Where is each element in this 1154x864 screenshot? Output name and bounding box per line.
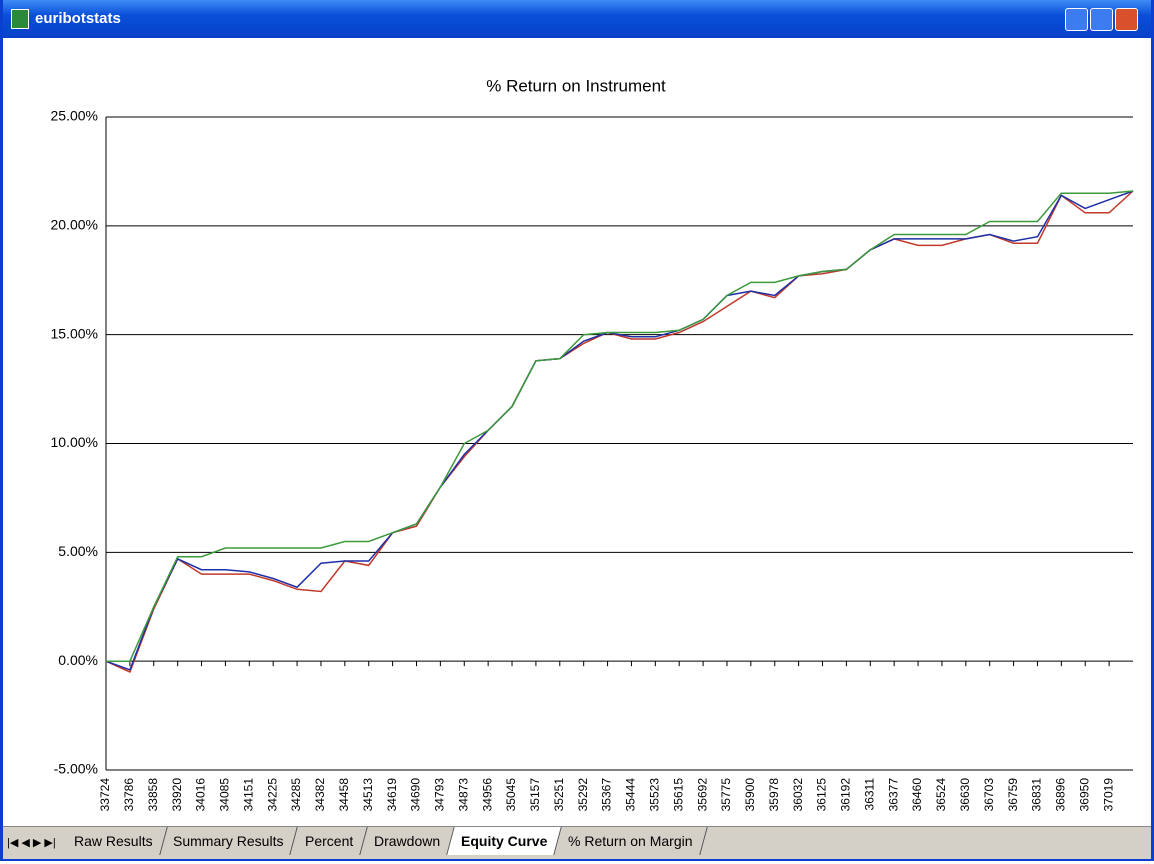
y-tick-label: 20.00%	[51, 217, 98, 233]
sheet-tab[interactable]: Summary Results	[159, 827, 299, 855]
chart: % Return on Instrument -5.00% 0.00% 5.00% 1…	[51, 76, 1134, 812]
x-tick-label: 36759	[1006, 778, 1020, 812]
x-tick-label: 36950	[1077, 778, 1091, 812]
x-tick-label: 34151	[241, 778, 255, 812]
x-tick-label: 34513	[361, 778, 375, 812]
x-tick-label: 36831	[1030, 778, 1044, 812]
x-tick-label: 35900	[743, 778, 757, 812]
series-line	[106, 190, 1134, 662]
title-bar: euribotstats	[3, 0, 1151, 38]
sheet-tab[interactable]: % Return on Margin	[554, 827, 708, 855]
x-tick-label: 37019	[1101, 778, 1115, 812]
minimize-button[interactable]	[1065, 8, 1088, 31]
x-tick-label: 36524	[934, 778, 948, 812]
x-tick-label: 34285	[289, 778, 303, 812]
chart-title: % Return on Instrument	[486, 76, 666, 95]
x-tick-label: 35251	[552, 778, 566, 812]
x-tick-label: 36377	[886, 778, 900, 812]
sheet-tab-label: Drawdown	[373, 833, 441, 849]
x-tick-label: 35045	[504, 778, 518, 812]
y-tick-label: 15.00%	[51, 325, 98, 341]
x-tick-label: 35692	[695, 778, 709, 812]
x-tick-label: 34382	[313, 778, 327, 812]
x-tick-label: 35978	[767, 778, 781, 812]
x-tick-label: 35292	[576, 778, 590, 812]
x-tick-label: 34956	[480, 778, 494, 812]
y-tick-label: -5.00%	[54, 761, 98, 777]
sheet-tab[interactable]: Equity Curve	[447, 827, 563, 855]
x-tick-label: 35444	[624, 778, 638, 812]
y-tick-label: 5.00%	[58, 543, 98, 559]
sheet-tab-label: Percent	[304, 833, 353, 849]
x-tick-label: 35367	[600, 778, 614, 812]
series-line	[105, 190, 1134, 671]
x-tick-label: 34085	[218, 778, 232, 812]
y-tick-label: 25.00%	[51, 108, 98, 124]
x-tick-label: 36311	[862, 778, 876, 811]
x-tick-label: 33724	[98, 778, 112, 812]
x-tick-label: 34016	[194, 778, 208, 812]
x-tick-label: 36192	[839, 778, 853, 812]
x-tick-label: 36896	[1054, 778, 1068, 812]
window-title: euribotstats	[35, 10, 121, 27]
maximize-button[interactable]	[1090, 8, 1113, 31]
x-tick-label: 36630	[958, 778, 972, 812]
x-tick-label: 35157	[528, 778, 542, 812]
x-tick-label: 36703	[982, 778, 996, 812]
x-tick-label: 33786	[122, 778, 136, 812]
x-tick-label: 34619	[385, 778, 399, 812]
x-tick-label: 33920	[170, 778, 184, 812]
x-tick-label: 33858	[146, 778, 160, 812]
x-tick-label: 36125	[815, 778, 829, 812]
app-icon	[11, 9, 29, 29]
sheet-tab-label: Equity Curve	[461, 833, 548, 849]
y-tick-label: 10.00%	[51, 434, 98, 450]
x-tick-label: 34225	[265, 778, 279, 812]
x-tick-label: 35615	[671, 778, 685, 812]
sheet-tabs: |◀ ◀ ▶ ▶| Raw Results Summary Results Perc…	[3, 826, 1151, 859]
sheet-tab-label: % Return on Margin	[568, 833, 693, 849]
sheet-tab[interactable]: Percent	[290, 827, 368, 855]
x-tick-label: 34458	[337, 778, 351, 812]
x-tick-label: 36032	[791, 778, 805, 812]
sheet-tab-label: Raw Results	[73, 833, 153, 849]
x-tick-label: 34793	[433, 778, 447, 812]
x-tick-label: 34690	[409, 778, 423, 812]
x-tick-label: 36460	[910, 778, 924, 812]
tab-nav[interactable]: |◀ ◀ ▶ ▶|	[7, 837, 56, 849]
x-tick-label: 34873	[456, 778, 470, 812]
close-button[interactable]	[1115, 8, 1138, 31]
sheet-tab[interactable]: Raw Results	[59, 827, 167, 855]
y-tick-label: 0.00%	[58, 652, 98, 668]
sheet-tab[interactable]: Drawdown	[360, 827, 455, 855]
x-tick-label: 35523	[647, 778, 661, 812]
sheet-tab-label: Summary Results	[173, 833, 284, 849]
series-line	[105, 190, 1134, 674]
x-tick-label: 35775	[719, 778, 733, 812]
